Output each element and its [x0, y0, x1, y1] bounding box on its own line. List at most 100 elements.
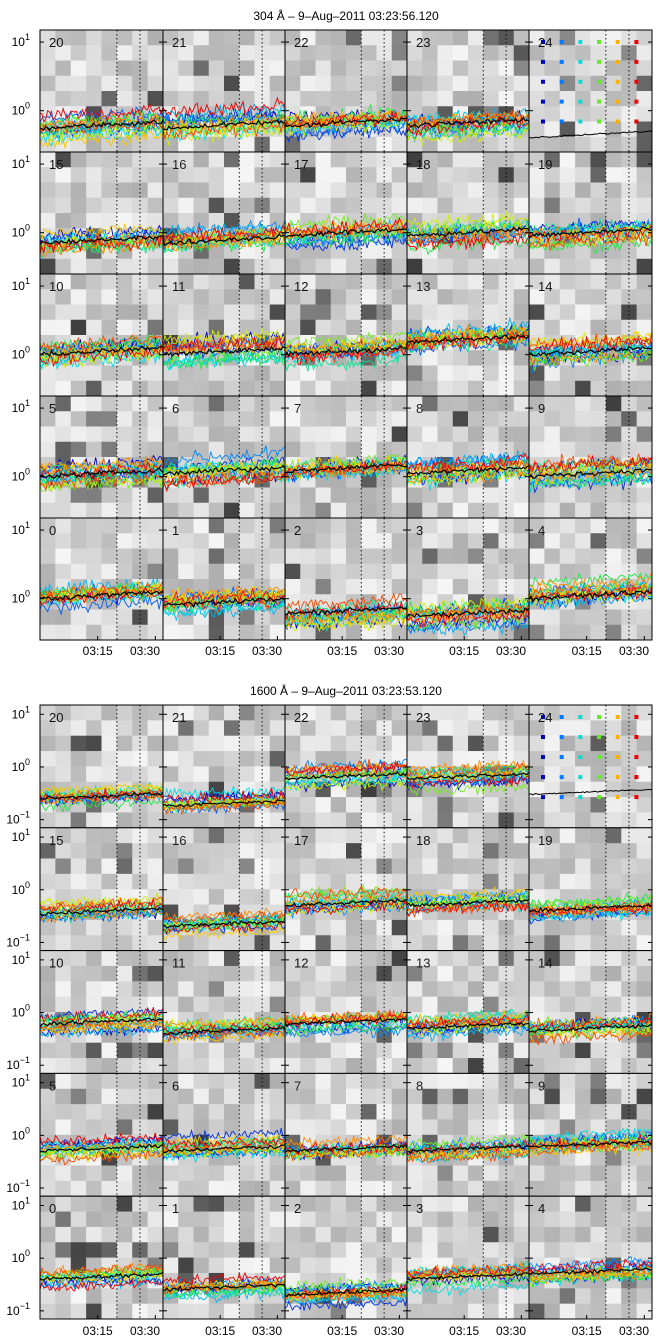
series-line — [407, 900, 529, 915]
mean-line — [529, 468, 652, 479]
panel-11: 11 — [162, 273, 286, 397]
mean-line — [163, 119, 285, 131]
series-line — [163, 335, 285, 357]
y-tick-label: 10−1 — [6, 1055, 30, 1072]
panel-label: 17 — [294, 833, 308, 848]
panel-15: 15 — [39, 151, 164, 275]
series-line — [285, 331, 407, 350]
x-tick-label: 03:30 — [374, 1324, 404, 1338]
series-line — [529, 583, 652, 603]
y-tick-label: 100 — [12, 1003, 30, 1020]
series-line — [40, 781, 163, 798]
series-line — [163, 1025, 285, 1044]
series-line — [163, 1287, 285, 1304]
series-line — [285, 616, 407, 633]
panel-20: 20 — [39, 29, 164, 153]
panel-18: 18 — [406, 827, 530, 952]
mean-line — [407, 465, 529, 477]
series-line — [285, 1296, 407, 1311]
panel-label: 10 — [49, 956, 63, 971]
series-line — [163, 231, 285, 252]
panel-label: 16 — [172, 833, 186, 848]
series-line — [285, 1143, 407, 1162]
series-line — [407, 769, 529, 785]
series-line — [407, 211, 529, 231]
panel-label: 18 — [416, 833, 430, 848]
mean-line — [40, 589, 163, 602]
series-line — [285, 592, 407, 613]
series-line — [285, 761, 407, 777]
series-line — [285, 117, 407, 137]
location-marker — [615, 119, 620, 124]
y-tick-label: 101 — [12, 704, 30, 721]
panel-16: 16 — [162, 827, 286, 952]
location-marker — [559, 99, 564, 104]
series-line — [163, 1022, 285, 1036]
x-tick-label: 03:15 — [205, 1324, 235, 1338]
series-line — [163, 1127, 285, 1142]
panel-label: 15 — [49, 833, 63, 848]
location-marker — [578, 775, 583, 780]
series-line — [529, 1269, 652, 1285]
series-line — [40, 222, 163, 242]
panel-8: 8 — [406, 395, 530, 519]
mean-line — [407, 116, 529, 129]
location-marker — [615, 59, 620, 64]
panel-label: 8 — [416, 401, 423, 416]
panel-label: 5 — [49, 1078, 56, 1093]
series-line — [40, 1262, 163, 1278]
panel-label: 12 — [294, 279, 308, 294]
x-tick-label: 03:15 — [327, 1324, 357, 1338]
series-line — [40, 1270, 163, 1287]
location-marker — [634, 119, 639, 124]
panel-label: 14 — [538, 956, 552, 971]
series-line — [163, 592, 285, 612]
x-tick-label: 03:30 — [496, 1324, 526, 1338]
series-line — [40, 1006, 163, 1024]
figure-1: 1600 Å – 9–Aug–2011 03:23:53.1202010−110… — [6, 683, 653, 1338]
mean-line — [163, 464, 285, 477]
panel-label: 6 — [172, 401, 179, 416]
mean-line — [285, 463, 407, 474]
x-tick-label: 03:30 — [619, 644, 649, 658]
series-line — [163, 784, 285, 800]
panel-label: 0 — [49, 1201, 56, 1216]
series-line — [407, 901, 529, 919]
location-marker — [578, 119, 583, 124]
panel-label: 20 — [49, 35, 63, 50]
location-marker — [578, 715, 583, 719]
series-line — [285, 235, 407, 252]
series-line — [285, 1279, 407, 1295]
series-line — [285, 1008, 407, 1026]
panel-19: 19 — [528, 151, 653, 275]
panel-12: 12 — [284, 273, 408, 397]
series-line — [285, 884, 407, 901]
series-line — [407, 334, 529, 356]
panel-21: 21 — [162, 704, 286, 829]
series-line — [163, 224, 285, 246]
panel-5: 5 — [39, 1072, 164, 1197]
series-line — [163, 1286, 285, 1300]
y-tick-label: 101 — [12, 154, 30, 171]
series-line — [407, 774, 529, 789]
series-line — [529, 1142, 652, 1158]
x-tick-label: 03:30 — [252, 644, 282, 658]
series-line — [529, 1137, 652, 1154]
x-tick-label: 03:15 — [83, 644, 113, 658]
series-line — [40, 897, 163, 915]
panel-label: 14 — [538, 279, 552, 294]
series-line — [40, 1143, 163, 1159]
mean-line — [285, 770, 407, 781]
panel-label: 19 — [538, 833, 552, 848]
series-line — [285, 336, 407, 356]
panel-label: 6 — [172, 1078, 179, 1093]
series-line — [407, 765, 529, 780]
mean-line — [407, 898, 529, 908]
location-marker — [541, 735, 545, 740]
x-tick-label: 03:15 — [572, 644, 602, 658]
series-line — [407, 763, 529, 777]
panel-9: 9 — [528, 1072, 653, 1197]
panel-label: 17 — [294, 157, 308, 172]
series-line — [407, 779, 529, 797]
